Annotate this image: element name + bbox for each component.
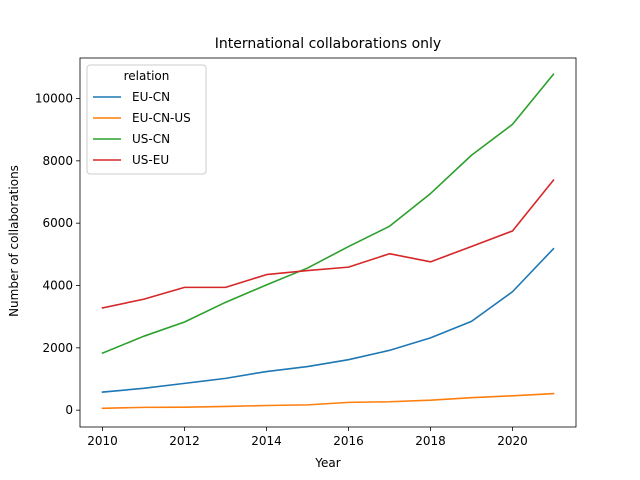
x-axis-title: Year bbox=[314, 456, 340, 470]
axes-frame bbox=[79, 57, 577, 428]
series-line-eu-cn-us bbox=[101, 392, 555, 410]
legend: relation EU-CN EU-CN-US US-CN US-EU bbox=[86, 64, 207, 175]
x-tick-label: 2012 bbox=[169, 434, 200, 448]
x-tick-label: 2016 bbox=[333, 434, 364, 448]
x-tick-label: 2010 bbox=[87, 434, 118, 448]
series-line-us-eu bbox=[101, 179, 555, 309]
y-tick-label: 10000 bbox=[35, 92, 73, 106]
y-axis-title: Number of collaborations bbox=[7, 165, 21, 317]
chart-title: International collaborations only bbox=[215, 36, 441, 52]
legend-label-us-eu: US-EU bbox=[132, 153, 169, 167]
series-line-us-cn bbox=[101, 73, 555, 355]
legend-label-us-cn: US-CN bbox=[132, 132, 170, 146]
legend-label-eu-cn: EU-CN bbox=[132, 90, 170, 104]
y-tick-label: 8000 bbox=[42, 154, 73, 168]
x-tick-label: 2020 bbox=[497, 434, 528, 448]
legend-label-eu-cn-us: EU-CN-US bbox=[132, 111, 191, 125]
x-tick-label: 2014 bbox=[251, 434, 282, 448]
y-tick-label: 2000 bbox=[42, 341, 73, 355]
x-tick-label: 2018 bbox=[415, 434, 446, 448]
plot-area: 2010 2012 2014 2016 2018 2020 0 2000 4000 6000 800… bbox=[35, 57, 577, 448]
series-line-eu-cn bbox=[101, 247, 555, 393]
y-tick-label: 6000 bbox=[42, 216, 73, 230]
legend-title: relation bbox=[124, 69, 170, 83]
legend-box bbox=[86, 64, 207, 175]
y-tick-label: 4000 bbox=[42, 279, 73, 293]
y-tick-label: 0 bbox=[65, 403, 73, 417]
